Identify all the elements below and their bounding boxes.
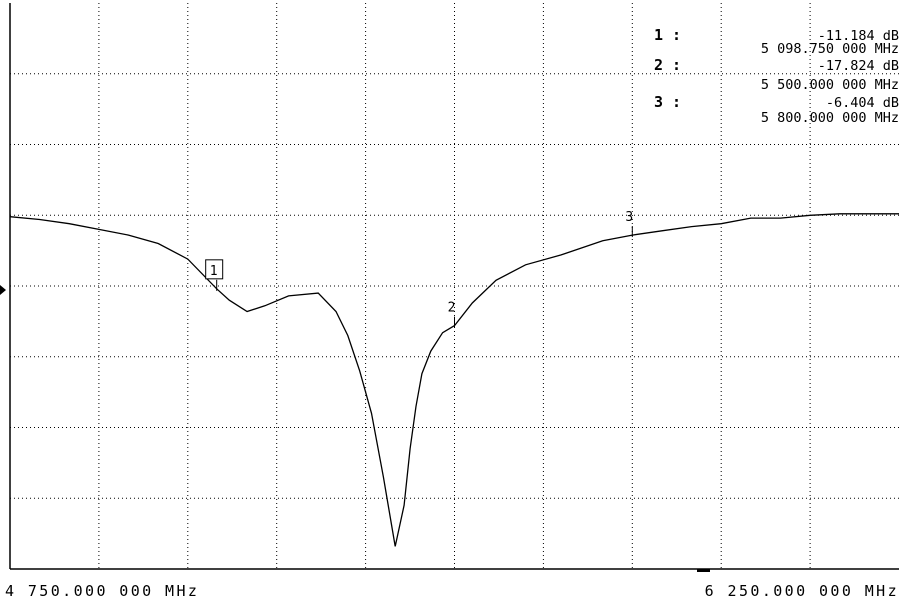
sweep-position-indicator [697, 569, 710, 572]
marker-readout-panel: 1 : -11.184 dB 5 098.750 000 MHz 2 : -17… [654, 26, 899, 126]
readout-3-id: 3 [654, 93, 663, 111]
readout-1-freq: 5 098.750 000 MHz [761, 41, 899, 57]
readout-3-sep: : [672, 93, 681, 111]
marker-3-label: 3 [625, 210, 633, 225]
readout-3-freq: 5 800.000 000 MHz [761, 110, 899, 126]
readout-2-id: 2 [654, 56, 663, 74]
readout-2-value: -17.824 dB [818, 58, 899, 74]
readout-2-sep: : [672, 56, 681, 74]
marker-1-box [205, 259, 224, 280]
readout-3-value: -6.404 dB [826, 95, 899, 111]
readout-1-sep: : [672, 26, 681, 44]
marker-1-label: 1 [210, 264, 218, 279]
start-frequency-label: 4 750.000 000 MHz [5, 582, 199, 600]
reference-level-arrow-icon [0, 285, 6, 295]
marker-2-label: 2 [448, 301, 456, 316]
marker-layer: 1 2 3 [205, 210, 633, 328]
readout-2-freq: 5 500.000 000 MHz [761, 77, 899, 93]
readout-1-value: -11.184 dB [818, 28, 899, 44]
stop-frequency-label: 6 250.000 000 MHz [705, 582, 899, 600]
graticule [9, 3, 899, 570]
readout-1-id: 1 [654, 26, 663, 44]
